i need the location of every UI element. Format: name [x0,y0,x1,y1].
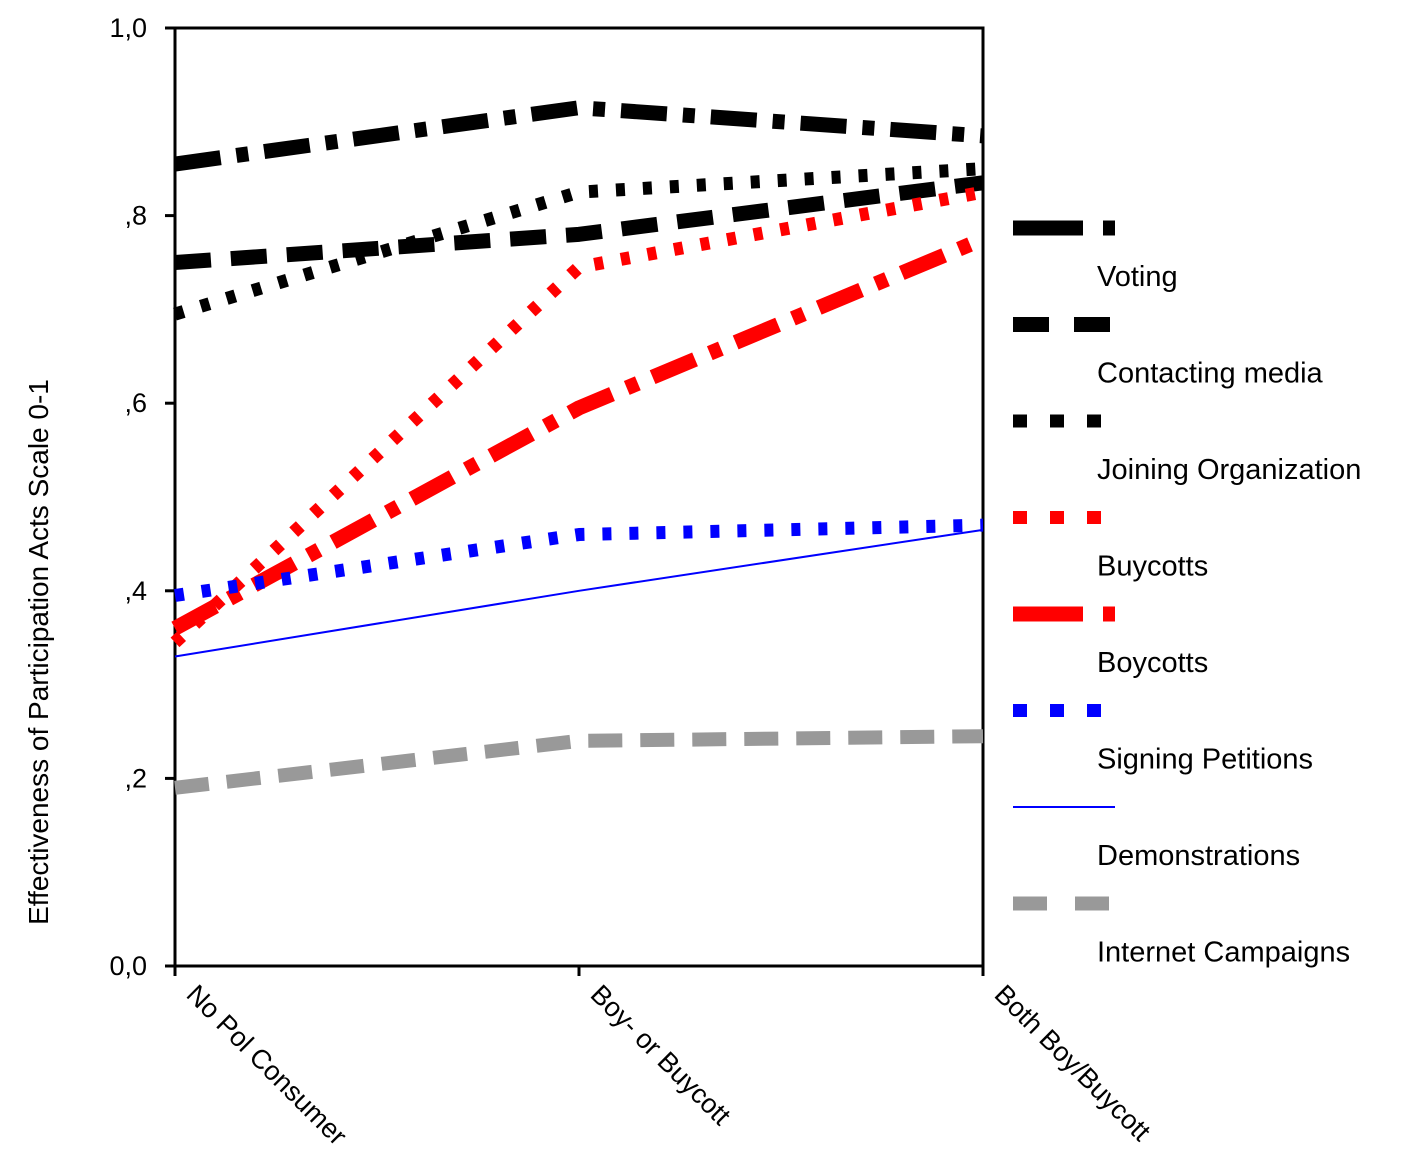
x-axis-ticks: No Pol Consumer Boy- or Buycott Both Boy/B… [173,966,1157,1151]
series-line [174,729,984,795]
series-line [173,100,984,172]
y-tick-label: ,6 [124,388,147,418]
legend-label: Signing Petitions [1097,744,1313,776]
x-tick-label: Boy- or Buycott [585,979,737,1131]
series-line [174,518,984,602]
legend-label: Contacting media [1097,358,1324,390]
series-line [174,528,984,658]
legend-label: Demonstrations [1097,840,1300,872]
legend-label: Internet Campaigns [1097,937,1350,969]
x-tick-label: Both Boy/Buycott [989,979,1157,1147]
y-tick-label: 1,0 [109,13,147,43]
legend-label: Voting [1097,261,1178,293]
series-line [174,175,984,270]
y-tick-label: 0,0 [109,951,147,981]
y-tick-label: ,8 [124,201,147,231]
legend-label: Joining Organization [1097,454,1361,486]
y-axis-title: Effectiveness of Participation Acts Scal… [23,379,54,925]
legend: Voting Contacting media Joining Organizati… [1013,220,1361,969]
y-axis-ticks: 0,0 ,2 ,4 ,6 ,8 1,0 [109,13,175,981]
plot-frame [173,26,985,968]
series-layer [170,100,986,795]
y-tick-label: ,4 [124,576,147,606]
series-line [173,162,984,321]
legend-label: Boycotts [1097,647,1208,679]
x-tick-label: No Pol Consumer [181,979,353,1151]
legend-label: Buycotts [1097,551,1208,583]
series-line [171,232,986,635]
y-tick-label: ,2 [124,763,147,793]
